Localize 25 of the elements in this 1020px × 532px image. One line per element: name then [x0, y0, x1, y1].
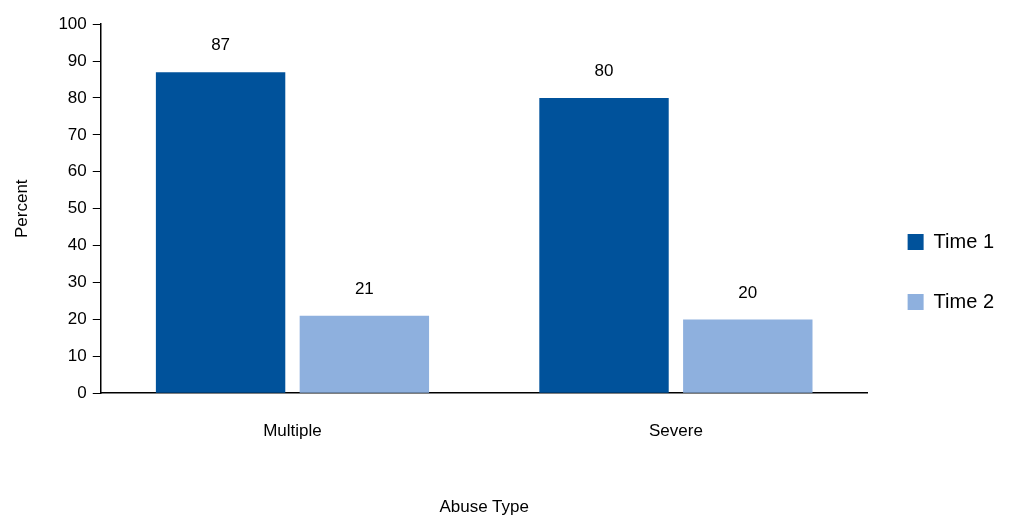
y-tick-label: 40 [67, 235, 87, 255]
data-label: 87 [211, 35, 231, 55]
bar [683, 319, 813, 393]
y-tick-label: 0 [77, 382, 87, 402]
y-tick-label: 80 [67, 87, 87, 107]
y-tick-label: 10 [67, 345, 87, 365]
y-tick-label: 30 [67, 272, 87, 292]
data-label: 20 [738, 282, 758, 302]
data-label: 80 [594, 61, 614, 81]
legend-label: Time 1 [933, 229, 995, 252]
data-label: 21 [354, 278, 374, 298]
bar [299, 315, 430, 393]
y-tick-label: 70 [67, 124, 87, 144]
x-tick-label: Multiple [263, 421, 322, 441]
y-tick-label: 50 [67, 198, 87, 218]
y-tick-label: 90 [67, 50, 87, 70]
y-axis-title: Percent [11, 179, 31, 238]
bar [539, 98, 669, 393]
bar [155, 72, 286, 393]
y-tick-label: 60 [67, 161, 87, 181]
y-tick-label: 20 [67, 309, 87, 329]
x-axis-title: Abuse Type [439, 497, 529, 517]
y-tick-label: 100 [58, 13, 87, 33]
x-tick-label: Severe [648, 421, 703, 441]
legend-label: Time 2 [933, 289, 995, 312]
